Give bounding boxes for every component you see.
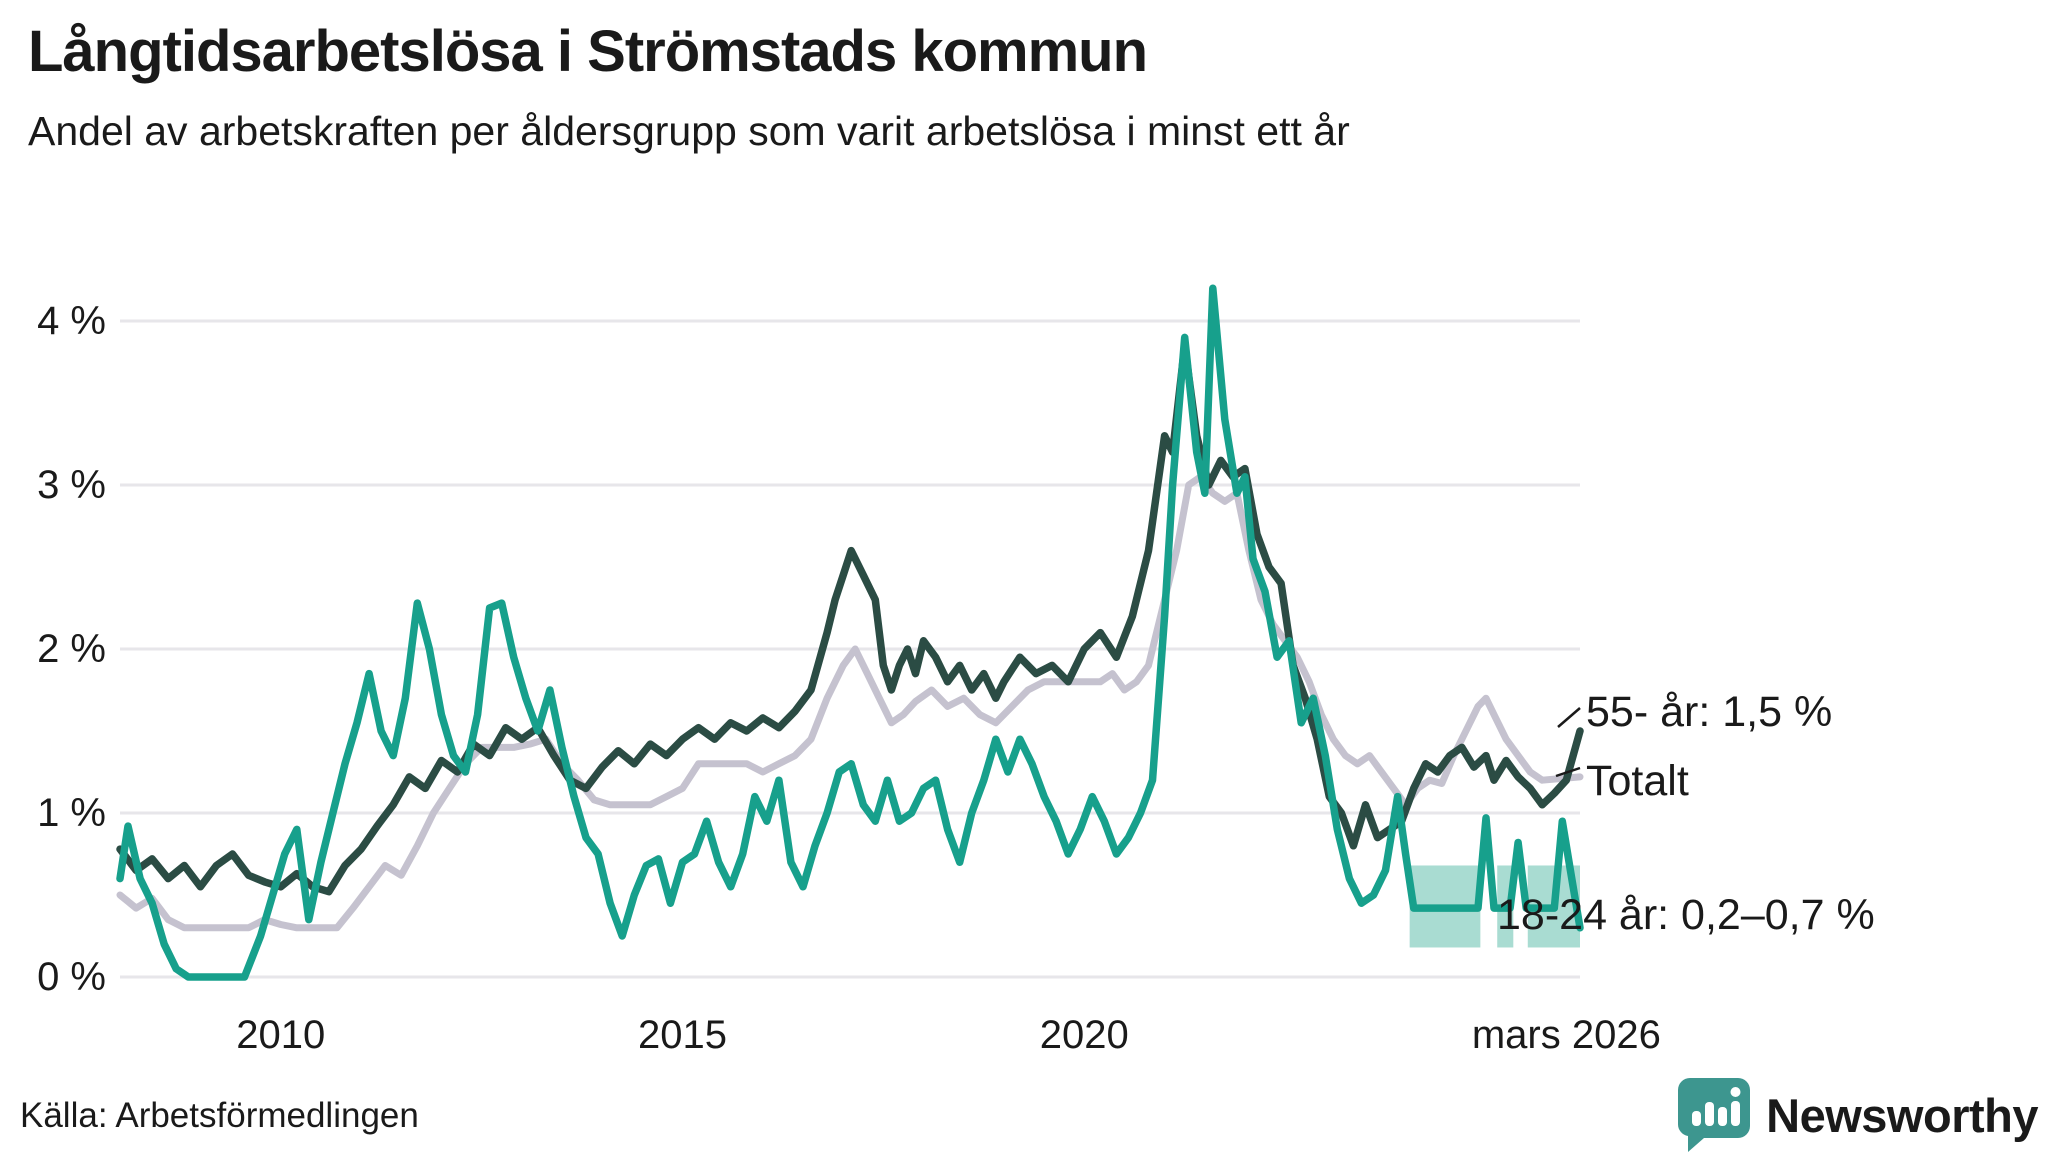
logo-exclamation-bar — [1731, 1101, 1741, 1126]
y-tick-label: 1 % — [37, 791, 106, 835]
chart-subtitle: Andel av arbetskraften per åldersgrupp s… — [28, 108, 1350, 154]
source-note: Källa: Arbetsförmedlingen — [20, 1096, 419, 1135]
logo-exclamation-dot — [1730, 1087, 1741, 1097]
series-line-18-24-r — [116, 284, 1584, 981]
series-line-totalt — [116, 473, 1584, 932]
newsworthy-brand: Newsworthy — [1676, 1076, 2038, 1152]
y-tick-label: 2 % — [37, 627, 106, 671]
newsworthy-logo-icon — [1678, 1078, 1751, 1152]
brand-wordmark: Newsworthy — [1766, 1088, 2038, 1142]
x-tick-label: mars 2026 — [1472, 1013, 1661, 1057]
y-tick-label: 3 % — [37, 463, 106, 507]
label-55: 55- år: 1,5 % — [1586, 688, 1832, 736]
y-tick-label: 4 % — [37, 299, 106, 343]
logo-bar-medium — [1705, 1102, 1715, 1126]
x-tick-label: 2020 — [1040, 1013, 1129, 1057]
chart-title: Långtidsarbetslösa i Strömstads kommun — [28, 19, 1148, 84]
logo-bar-tall — [1718, 1107, 1728, 1126]
x-tick-label: 2015 — [638, 1013, 727, 1057]
label-connector-1 — [1555, 766, 1581, 778]
label-totalt: Totalt — [1586, 757, 1689, 805]
logo-bar-small — [1692, 1111, 1702, 1126]
label-1824: 18-24 år: 0,2–0,7 % — [1497, 891, 1875, 939]
label-connector-0 — [1557, 707, 1581, 728]
series-line-55-r — [116, 341, 1584, 896]
x-tick-label: 2010 — [236, 1013, 325, 1057]
y-tick-label: 0 % — [37, 955, 106, 999]
